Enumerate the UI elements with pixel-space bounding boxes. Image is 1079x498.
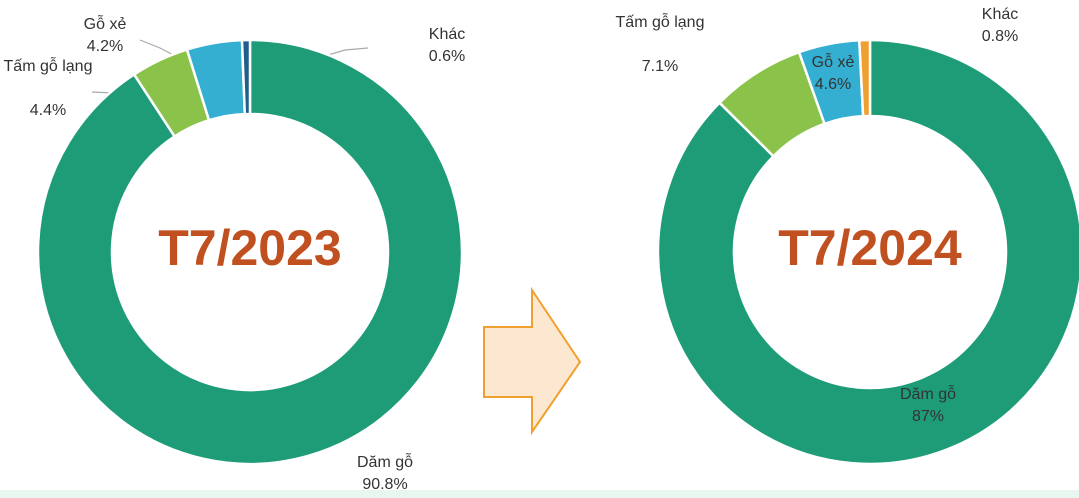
arrow [483,286,582,436]
value-label: 0.6% [428,48,466,65]
center-label: T7/2024 [778,220,962,276]
footer-strip [0,490,1079,498]
slice-label: Gỗ xẻ [811,54,855,71]
center-label: T7/2023 [158,220,341,276]
donut-slice [36,38,464,466]
slice-label: Khác [981,6,1019,23]
slice-label: Khác [428,26,466,43]
slice-label: Tấm gỗ lạng [3,58,93,75]
slice-label: Dăm gỗ [356,454,414,471]
donut-slice [857,38,872,118]
value-label: 7.1% [641,58,679,75]
slice-label: Gỗ xẻ [83,16,127,33]
slice-label: Dăm gỗ [899,386,957,403]
donut-slice [656,38,1079,466]
value-label: 87% [911,408,945,425]
value-label: 4.6% [814,76,852,93]
slice-label: Tấm gỗ lạng [615,14,705,31]
value-label: 4.4% [29,102,67,119]
value-label: 0.8% [981,28,1019,45]
value-label: 90.8% [362,476,408,493]
value-label: 4.2% [86,38,124,55]
donut-slice [240,38,252,116]
